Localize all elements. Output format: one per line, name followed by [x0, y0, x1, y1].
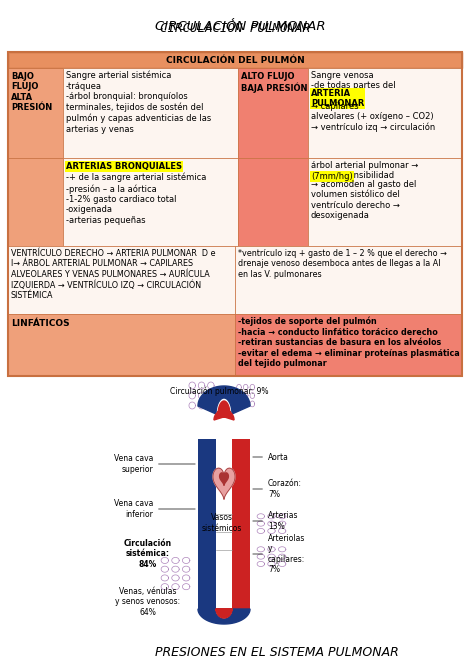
Text: ALTO FLUJO
BAJA PRESIÓN: ALTO FLUJO BAJA PRESIÓN — [241, 72, 308, 93]
Text: ARTERIA
PULMONAR: ARTERIA PULMONAR — [311, 89, 365, 109]
Polygon shape — [198, 386, 250, 414]
FancyBboxPatch shape — [235, 246, 462, 314]
FancyBboxPatch shape — [308, 158, 462, 246]
Text: Corazón:
7%: Corazón: 7% — [253, 479, 302, 498]
Polygon shape — [198, 609, 250, 624]
Text: Aorta: Aorta — [253, 452, 289, 462]
Text: Arterias
13%: Arterias 13% — [253, 511, 299, 531]
FancyBboxPatch shape — [8, 68, 63, 158]
FancyBboxPatch shape — [63, 68, 238, 158]
Text: árbol arterial pulmonar →
gran distensibilidad: árbol arterial pulmonar → gran distensib… — [311, 161, 418, 180]
Text: Sangre arterial sistémica
-tráquea
-árbol bronquial: bronquíolos
terminales, tej: Sangre arterial sistémica -tráquea -árbo… — [66, 71, 211, 134]
Text: ARTERIAS BRONQUIALES: ARTERIAS BRONQUIALES — [66, 162, 182, 171]
FancyBboxPatch shape — [8, 246, 235, 314]
Text: Arteriolas
y
capilares:
7%: Arteriolas y capilares: 7% — [253, 534, 305, 574]
Text: -tejidos de soporte del pulmón
-hacia → conducto linfático torácico derecho
-ret: -tejidos de soporte del pulmón -hacia → … — [238, 317, 460, 368]
Text: (7mm/hg): (7mm/hg) — [311, 172, 353, 181]
Text: Circulación pulmonar: 9%: Circulación pulmonar: 9% — [170, 387, 268, 397]
Text: Circulación
sistémica:
84%: Circulación sistémica: 84% — [124, 539, 172, 569]
Text: Vena cava
superior: Vena cava superior — [114, 454, 195, 474]
Text: → acomoden al gasto del
volumen sistólico del
ventrículo derecho →
desoxigenada: → acomoden al gasto del volumen sistólic… — [311, 180, 416, 220]
FancyBboxPatch shape — [198, 439, 216, 609]
Text: Venas, vénulas
y senos venosos:
64%: Venas, vénulas y senos venosos: 64% — [116, 587, 181, 617]
FancyBboxPatch shape — [8, 52, 462, 68]
Text: -+ de la sangre arterial sistémica
-presión – a la aórtica
-1-2% gasto cardiaco : -+ de la sangre arterial sistémica -pres… — [66, 173, 206, 224]
Text: → capilares
alveolares (+ oxígeno – CO2)
→ ventrículo izq → circulación: → capilares alveolares (+ oxígeno – CO2)… — [311, 102, 435, 133]
FancyBboxPatch shape — [198, 439, 216, 494]
FancyBboxPatch shape — [238, 158, 308, 246]
Text: Vena cava
inferior: Vena cava inferior — [114, 499, 195, 519]
Text: Sangre venosa
-de todas partes del
organismo →: Sangre venosa -de todas partes del organ… — [311, 71, 396, 100]
Text: *ventrículo izq + gasto de 1 – 2 % que el derecho →
drenaje venoso desemboca ant: *ventrículo izq + gasto de 1 – 2 % que e… — [238, 249, 447, 279]
Text: CIRCULACIÓN DEL PULMÓN: CIRCULACIÓN DEL PULMÓN — [165, 56, 304, 65]
Polygon shape — [216, 609, 232, 618]
FancyBboxPatch shape — [63, 158, 238, 246]
Text: VENTRÍCULO DERECHO → ARTERIA PULMONAR  D e
I→ ÁRBOL ARTERIAL PULMONAR → CAPILARE: VENTRÍCULO DERECHO → ARTERIA PULMONAR D … — [11, 249, 216, 300]
FancyBboxPatch shape — [235, 314, 462, 376]
FancyBboxPatch shape — [308, 68, 462, 158]
Text: PRESIONES EN EL SISTEMA PULMONAR: PRESIONES EN EL SISTEMA PULMONAR — [155, 645, 399, 659]
Polygon shape — [214, 401, 234, 420]
FancyBboxPatch shape — [238, 68, 308, 158]
FancyBboxPatch shape — [8, 314, 235, 376]
Polygon shape — [213, 468, 235, 499]
Polygon shape — [219, 473, 228, 485]
Text: BAJO
FLUJO
ALTA
PRESIÓN: BAJO FLUJO ALTA PRESIÓN — [11, 72, 52, 112]
Text: LINFÁTICOS: LINFÁTICOS — [11, 319, 70, 328]
FancyBboxPatch shape — [232, 439, 250, 609]
Text: Vasos
sistémicos: Vasos sistémicos — [202, 513, 242, 533]
Text: CIRCULACIÓN PULMONAR: CIRCULACIÓN PULMONAR — [160, 21, 310, 34]
FancyBboxPatch shape — [8, 158, 63, 246]
Text: CIRCULACIÓN PULMONAR: CIRCULACIÓN PULMONAR — [155, 21, 326, 34]
